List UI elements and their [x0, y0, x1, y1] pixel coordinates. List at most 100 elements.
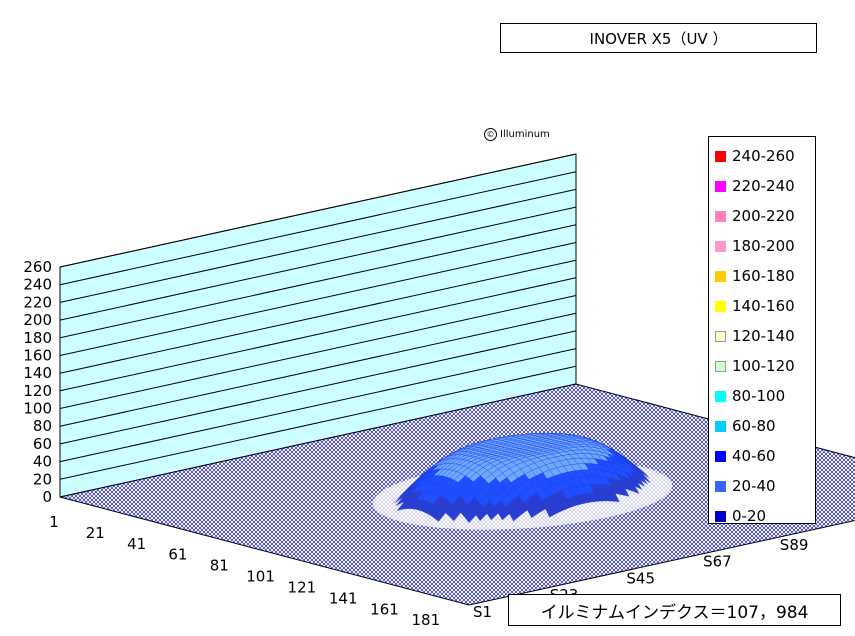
x-tick-label: 81 [210, 557, 229, 575]
legend-label: 160-180 [732, 267, 795, 285]
legend-swatch [715, 360, 726, 372]
wall-gridline [59, 295, 577, 409]
legend-item: 180-200 [715, 235, 795, 257]
copyright-text: Illuminum [500, 128, 550, 140]
wall-gridline [59, 365, 577, 480]
legend-label: 0-20 [732, 507, 767, 525]
wall-gridline [59, 277, 577, 392]
surface-cell [498, 506, 510, 521]
z-tick-label: 220 [23, 293, 52, 311]
z-tick-label: 0 [42, 488, 52, 506]
wall-gridline [59, 188, 577, 303]
copyright-icon: © [484, 127, 497, 141]
z-tick-label: 120 [23, 382, 52, 400]
legend-swatch [715, 270, 726, 282]
z-tick-label: 20 [33, 470, 52, 488]
legend-swatch [715, 210, 726, 222]
surface-cell [475, 507, 488, 522]
legend-item: 20-40 [715, 475, 776, 497]
surface-cell [449, 507, 462, 522]
chart-title: INOVER X5（UV ） [500, 23, 817, 53]
wall-gridline [59, 259, 577, 374]
illuminum-index-text: イルミナムインデクス＝107，984 [540, 602, 809, 623]
legend-item: 0-20 [715, 505, 766, 527]
wall-gridline [59, 153, 577, 268]
wall-gridline [59, 242, 577, 356]
legend-item: 240-260 [715, 145, 795, 167]
legend-label: 180-200 [732, 237, 795, 255]
surface-cell [527, 504, 539, 519]
surface-cell [434, 509, 446, 522]
surface-cell [464, 509, 477, 523]
legend-label: 240-260 [732, 147, 795, 165]
legend-swatch [715, 150, 726, 162]
z-tick-label: 240 [23, 276, 52, 294]
illuminum-index: イルミナムインデクス＝107，984 [508, 594, 841, 626]
wall-gridline [59, 312, 577, 427]
x-tick-label: 121 [288, 578, 317, 596]
legend-label: 220-240 [732, 177, 795, 195]
z-tick-label: 80 [33, 417, 52, 435]
wall-gridlines [59, 153, 577, 498]
surface-cell [509, 507, 521, 522]
z-tick-label: 180 [23, 329, 52, 347]
x-tick-label: 61 [168, 546, 187, 564]
legend-swatch [715, 450, 726, 462]
z-tick-label: 160 [23, 346, 52, 364]
legend-swatch [715, 180, 726, 192]
surface-cell [486, 506, 499, 521]
legend-label: 20-40 [732, 477, 776, 495]
x-tick-label: 21 [86, 524, 105, 542]
surface-cell [545, 504, 557, 518]
z-tick-label: 100 [23, 400, 52, 418]
legend-label: 60-80 [732, 417, 776, 435]
legend-swatch [715, 390, 726, 402]
y-tick-label: S45 [626, 569, 655, 587]
y-tick-label: S89 [780, 536, 809, 554]
x-tick-label: 141 [329, 589, 358, 607]
legend-item: 40-60 [715, 445, 776, 467]
legend-item: 200-220 [715, 205, 795, 227]
legend-item: 80-100 [715, 385, 785, 407]
chart-title-text: INOVER X5（UV ） [589, 29, 728, 48]
wall-gridline [59, 171, 577, 286]
x-tick-label: 1 [49, 513, 59, 531]
z-tick-label: 140 [23, 364, 52, 382]
wall-gridline [59, 330, 577, 445]
z-tick-label: 40 [33, 453, 52, 471]
x-tick-label: 181 [411, 611, 440, 629]
legend-label: 100-120 [732, 357, 795, 375]
legend-label: 200-220 [732, 207, 795, 225]
legend-label: 120-140 [732, 327, 795, 345]
z-tick-label: 200 [23, 311, 52, 329]
z-tick-label: 60 [33, 435, 52, 453]
z-tick-label: 260 [23, 258, 52, 276]
wall-gridline [59, 206, 577, 321]
surface-peak [394, 433, 651, 523]
legend-swatch [715, 480, 726, 492]
legend-item: 120-140 [715, 325, 795, 347]
wall-gridline [59, 224, 577, 339]
legend-swatch [715, 330, 726, 342]
legend-label: 40-60 [732, 447, 776, 465]
legend-swatch [715, 240, 726, 252]
legend-label: 80-100 [732, 387, 786, 405]
legend-swatch [715, 510, 726, 522]
legend: 240-260 220-240 200-220 180-200 160-180 140-1… [708, 136, 816, 527]
x-tick-label: 161 [370, 600, 399, 618]
x-tick-label: 41 [127, 535, 146, 553]
copyright-mark: © Illuminum [480, 125, 555, 143]
wall-gridline [59, 348, 577, 463]
y-tick-label: S1 [473, 603, 492, 621]
legend-swatch [715, 300, 726, 312]
legend-item: 220-240 [715, 175, 795, 197]
legend-label: 140-160 [732, 297, 795, 315]
legend-item: 60-80 [715, 415, 776, 437]
legend-item: 140-160 [715, 295, 795, 317]
legend-item: 100-120 [715, 355, 795, 377]
y-tick-label: S67 [703, 553, 732, 571]
legend-swatch [715, 420, 726, 432]
